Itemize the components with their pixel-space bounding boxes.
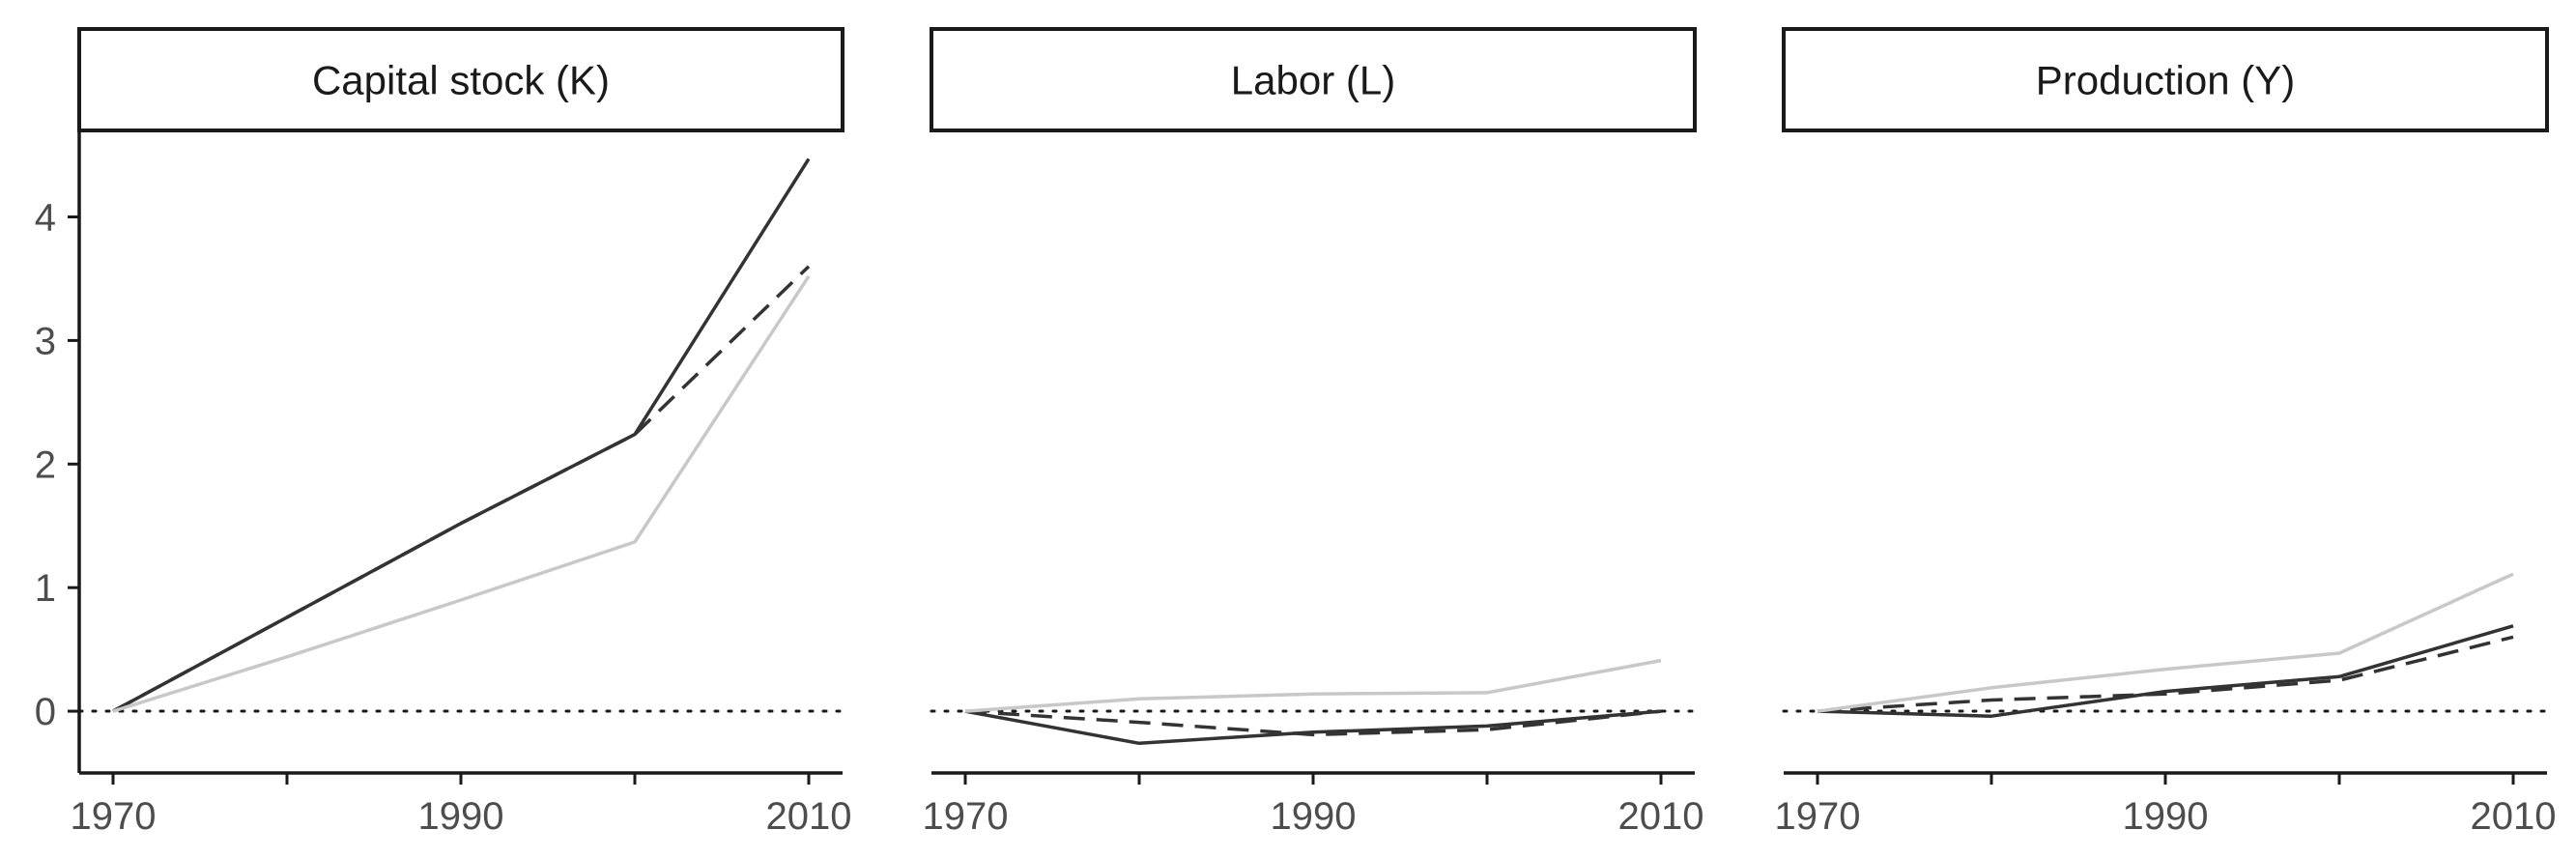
series-line-solid-light [964, 658, 1662, 713]
series-line-solid-light [1817, 572, 2514, 713]
y-tick-label: 2 [35, 443, 56, 486]
x-tick-label: 1970 [71, 795, 157, 838]
panel-3: Production (Y) 1970 1990 2010 [1775, 27, 2557, 838]
facet-title: Production (Y) [2036, 58, 2295, 103]
x-tick-label: 1970 [1775, 795, 1861, 838]
y-tick-label: 4 [35, 197, 56, 240]
x-tick-label: 1990 [418, 795, 504, 838]
facet-strip [930, 27, 1697, 132]
y-tick-label: 0 [35, 691, 56, 733]
x-tick-label: 2010 [1618, 795, 1704, 838]
facet-title: Capital stock (K) [312, 58, 610, 103]
series-line-dashed-dark [964, 709, 1662, 737]
series-line-dashed-dark [1817, 635, 2514, 713]
x-tick-label: 1990 [1271, 795, 1357, 838]
panel-2: Labor (L) 1970 1990 2010 [923, 27, 1704, 838]
facet-strip [77, 27, 844, 132]
series-line-solid-light [112, 274, 811, 713]
series-line-solid-dark [964, 709, 1662, 746]
facet-title: Labor (L) [1231, 58, 1395, 103]
series-line-dashed-dark [112, 265, 811, 713]
series-line-solid-dark [1817, 624, 2514, 718]
facet-strip [1782, 27, 2549, 132]
x-tick-label: 1970 [923, 795, 1009, 838]
y-tick-label: 1 [35, 567, 56, 610]
y-tick-label: 3 [35, 320, 56, 362]
panel-1: Capital stock (K) 1970 1990 2010 0 1 2 3 4 [35, 27, 852, 838]
x-tick-label: 1990 [2123, 795, 2209, 838]
x-tick-label: 2010 [2471, 795, 2557, 838]
x-tick-label: 2010 [766, 795, 852, 838]
